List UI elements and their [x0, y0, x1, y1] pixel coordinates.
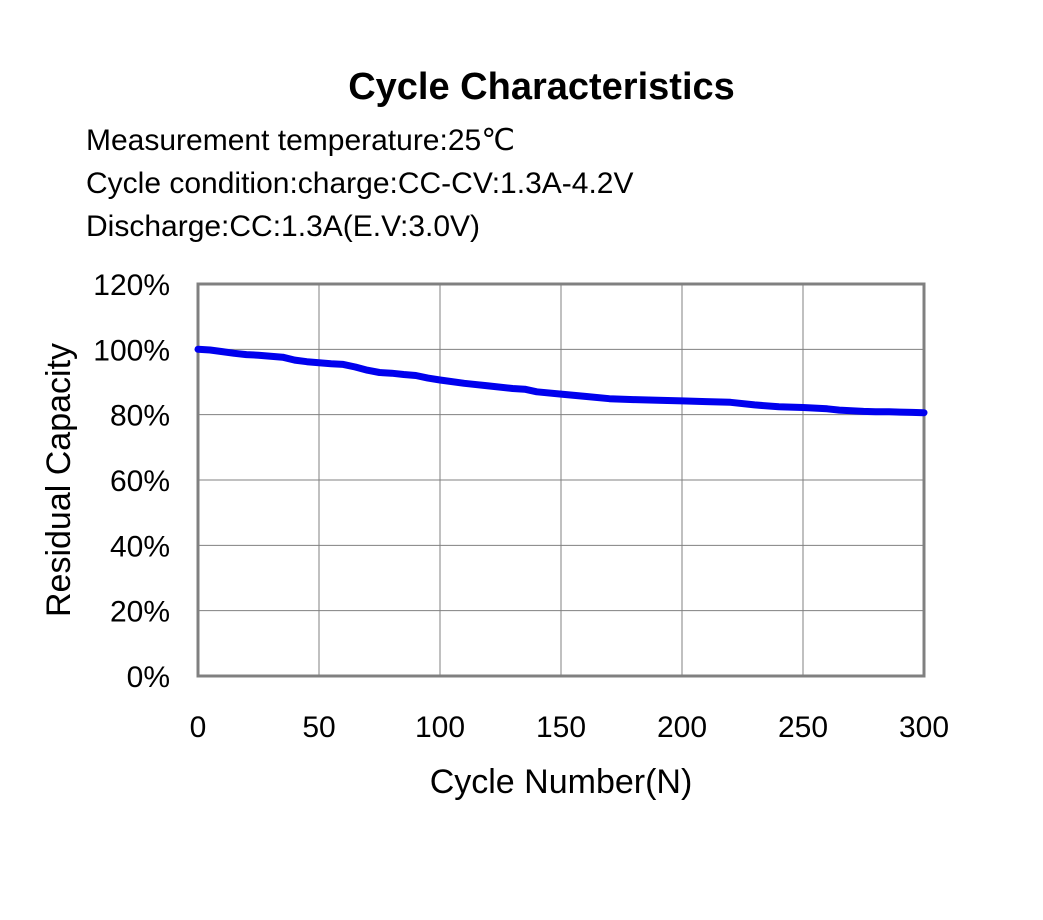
y-tick-label: 100%	[93, 334, 170, 367]
x-tick-label: 300	[899, 711, 949, 744]
x-axis-ticks: 0 50 100 150 200 250 300	[190, 711, 949, 744]
y-axis-ticks: 0% 20% 40% 60% 80% 100% 120%	[93, 269, 170, 694]
x-tick-label: 100	[415, 711, 465, 744]
x-tick-label: 250	[778, 711, 828, 744]
condition-temperature: Measurement temperature:25℃	[86, 124, 515, 157]
x-tick-label: 150	[536, 711, 586, 744]
x-tick-label: 0	[190, 711, 207, 744]
y-tick-label: 80%	[110, 400, 170, 433]
plot-frame	[196, 282, 926, 678]
capacity-series-line	[194, 345, 928, 417]
y-tick-label: 20%	[110, 596, 170, 629]
y-tick-label: 40%	[110, 530, 170, 563]
y-axis-label: Residual Capacity	[40, 343, 78, 617]
condition-discharge: Discharge:CC:1.3A(E.V:3.0V)	[86, 210, 481, 243]
y-tick-label: 120%	[93, 269, 170, 302]
x-tick-label: 50	[302, 711, 335, 744]
chart-title: Cycle Characteristics	[348, 66, 735, 108]
y-tick-label: 0%	[127, 661, 170, 694]
y-tick-label: 60%	[110, 465, 170, 498]
grid	[197, 283, 925, 677]
x-tick-label: 200	[657, 711, 707, 744]
condition-charge: Cycle condition:charge:CC-CV:1.3A-4.2V	[86, 167, 634, 200]
x-axis-label: Cycle Number(N)	[430, 763, 693, 801]
